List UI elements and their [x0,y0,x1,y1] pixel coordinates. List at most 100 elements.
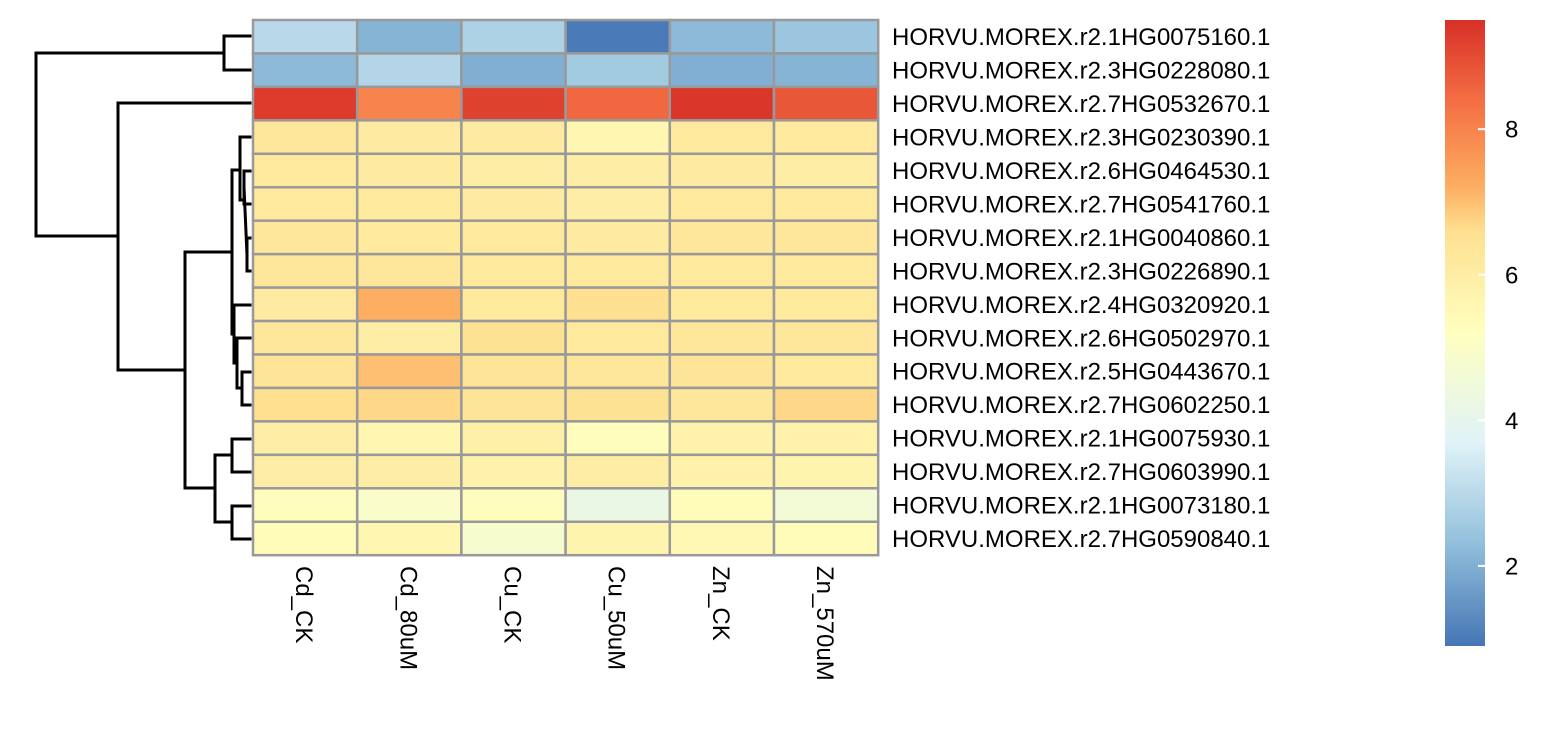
heatmap-cell [772,319,880,356]
row-label: HORVU.MOREX.r2.6HG0464530.1 [892,158,1270,185]
heatmap-cell [564,353,672,390]
heatmap-cell [564,487,672,523]
heatmap-cell [251,386,359,423]
heatmap-cell [772,119,880,156]
heatmap-cell [564,52,672,89]
legend-color-bar [1445,20,1485,646]
heatmap-cell [772,152,880,189]
heatmap-cell [460,386,567,423]
heatmap-cell [564,18,672,55]
heatmap-cell [668,252,776,289]
heatmap-cell [668,152,776,189]
heatmap-cell [251,520,359,557]
heatmap-cell [668,386,776,423]
row-label: HORVU.MOREX.r2.1HG0075160.1 [892,24,1270,51]
heatmap-cell [355,319,463,356]
heatmap-cell [355,152,463,189]
heatmap-cell [564,520,672,557]
heatmap-cell [460,18,567,55]
heatmap-cell [251,353,359,390]
column-label: Cd_80uM [394,566,421,670]
heatmap-cell [668,119,776,156]
row-label: HORVU.MOREX.r2.7HG0602250.1 [892,392,1270,419]
legend-tick-label: 6 [1505,262,1518,289]
heatmap-cell [251,52,359,89]
heatmap-cell [355,386,463,423]
legend-tick-label: 2 [1505,553,1518,580]
column-label: Cu_CK [499,566,526,643]
heatmap-cell [460,286,567,323]
heatmap-cell [668,319,776,356]
heatmap-cell [564,252,672,289]
heatmap-cell [460,119,567,156]
heatmap-cell [564,420,672,457]
row-label: HORVU.MOREX.r2.3HG0230390.1 [892,125,1270,152]
row-label: HORVU.MOREX.r2.3HG0228080.1 [892,58,1270,85]
heatmap-cell [460,420,567,457]
heatmap-cell [668,453,776,490]
heatmap-cell [355,286,463,323]
heatmap-cell [668,286,776,323]
heatmap-cell [460,520,567,557]
column-labels: Cd_CK Cd_80uM Cu_CK Cu_50uM Zn_CK Zn_570uM [290,566,838,681]
row-label: HORVU.MOREX.r2.3HG0226890.1 [892,258,1270,285]
heatmap-cell [772,487,880,523]
heatmap-cell [355,520,463,557]
heatmap-cell [251,420,359,457]
heatmap-cell [772,186,880,222]
column-label: Zn_570uM [811,566,838,681]
heatmap-cell [251,186,359,222]
heatmap-cell [460,453,567,490]
heatmap-cell [355,420,463,457]
heatmap-cell [668,18,776,55]
heatmap-cell [355,453,463,490]
heatmap-cell [668,520,776,557]
heatmap-cell [460,353,567,390]
row-label: HORVU.MOREX.r2.1HG0040860.1 [892,225,1270,252]
heatmap-cell [460,52,567,89]
heatmap-cell [772,386,880,423]
heatmap-cell [460,252,567,289]
column-label: Cu_50uM [603,566,630,670]
heatmap-cell [564,85,672,122]
row-label: HORVU.MOREX.r2.7HG0541760.1 [892,191,1270,218]
heatmap-cell [772,520,880,557]
row-label: HORVU.MOREX.r2.1HG0075930.1 [892,426,1270,453]
heatmap-cell [564,119,672,156]
heatmap-cell [355,18,463,55]
heatmap-cell [772,453,880,490]
row-label: HORVU.MOREX.r2.7HG0532670.1 [892,91,1270,118]
heatmap-cell [251,119,359,156]
heatmap-cell [251,453,359,490]
heatmap-cell [564,319,672,356]
heatmap-cell [668,420,776,457]
heatmap-cell [460,186,567,222]
heatmap-cell [460,152,567,189]
heatmap-cell [251,152,359,189]
heatmap-cell [355,186,463,222]
heatmap-cell [668,85,776,122]
heatmap-cells [251,18,880,557]
heatmap-cell [355,119,463,156]
heatmap-cell [251,85,359,122]
row-dendrogram [34,34,252,541]
heatmap-cell [668,219,776,256]
heatmap-cell [460,319,567,356]
heatmap-cell [668,353,776,390]
legend-ticks: 2 4 6 8 [1478,117,1518,580]
heatmap-cell [772,85,880,122]
heatmap-cell [772,353,880,390]
heatmap-cell [251,219,359,256]
heatmap-cell [772,420,880,457]
heatmap-cell [355,52,463,89]
heatmap-cell [564,186,672,222]
heatmap-cell [355,85,463,122]
heatmap-cell [772,219,880,256]
heatmap-cell [251,252,359,289]
heatmap-cell [460,487,567,523]
heatmap-cell [772,286,880,323]
heatmap-cell [564,152,672,189]
heatmap-cell [251,319,359,356]
heatmap-cell [251,18,359,55]
